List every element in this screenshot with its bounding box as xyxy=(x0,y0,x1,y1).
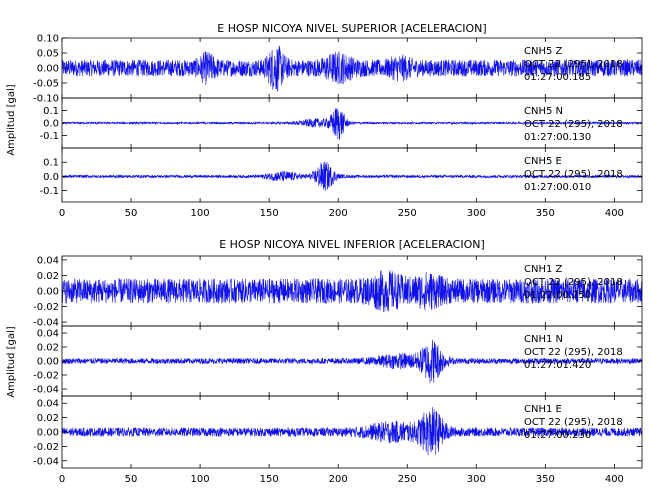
channel-date: OCT 22 (295), 2018 xyxy=(524,119,623,130)
chart-title: E HOSP NICOYA NIVEL SUPERIOR [ACELERACIO… xyxy=(217,22,486,35)
y-tick-label: 0.00 xyxy=(37,64,59,75)
y-tick-label: -0.1 xyxy=(39,131,59,142)
x-tick-label: 350 xyxy=(536,208,555,219)
channel-date: OCT 22 (295), 2018 xyxy=(524,277,623,288)
x-tick-label: 400 xyxy=(605,208,624,219)
y-tick-label: 0.02 xyxy=(37,343,59,354)
x-tick-label: 100 xyxy=(191,474,210,485)
y-tick-label: -0.04 xyxy=(33,456,59,467)
channel-label: CNH5 Z xyxy=(524,46,563,57)
y-tick-label: 0.02 xyxy=(37,271,59,282)
x-tick-label: 200 xyxy=(329,208,348,219)
channel-label: CNH5 E xyxy=(524,156,562,167)
channel-date: OCT 22 (295), 2018 xyxy=(524,417,623,428)
y-tick-label: -0.04 xyxy=(33,385,59,396)
x-tick-label: 350 xyxy=(536,474,555,485)
x-tick-label: 300 xyxy=(467,474,486,485)
x-tick-label: 400 xyxy=(605,474,624,485)
panel-cnh5-z: 0.10 0.05 0.00 -0.05 -0.10 CNH5 Z OCT 22 (295)… xyxy=(33,34,643,105)
channel-label: CNH1 E xyxy=(524,404,562,415)
y-tick-label: 0.10 xyxy=(37,34,59,45)
channel-date: OCT 22 (295), 2018 xyxy=(524,59,623,70)
channel-time: 01:27:00.185 xyxy=(524,72,591,83)
y-axis-label: Amplitud [gal] xyxy=(6,326,17,397)
y-tick-label: 0.00 xyxy=(37,428,59,439)
channel-label: CNH5 N xyxy=(524,106,563,117)
y-tick-label: 0.1 xyxy=(43,158,59,169)
y-tick-label: 0.0 xyxy=(43,172,59,183)
y-tick-label: -0.02 xyxy=(33,371,59,382)
y-tick-label: -0.02 xyxy=(33,302,59,313)
y-tick-label: -0.05 xyxy=(33,79,59,90)
y-tick-label: -0.1 xyxy=(39,186,59,197)
x-tick-label: 150 xyxy=(260,208,279,219)
y-axis-label: Amplitud [gal] xyxy=(6,84,17,155)
channel-time: 01:27:01.420 xyxy=(524,360,591,371)
channel-time: 01:27:00.230 xyxy=(524,430,591,441)
y-tick-label: 0.0 xyxy=(43,119,59,130)
x-tick-label: 0 xyxy=(59,474,65,485)
channel-label: CNH1 N xyxy=(524,334,563,345)
seismic-trace xyxy=(61,45,643,92)
seismic-trace xyxy=(61,339,643,384)
panel-cnh5-e: 0.1 0.0 -0.1 CNH5 E OCT 22 (295), 2018 01:27:… xyxy=(39,147,643,203)
channel-date: OCT 22 (295), 2018 xyxy=(524,347,623,358)
y-tick-label: 0.04 xyxy=(37,255,59,266)
y-tick-label: 0.00 xyxy=(37,287,59,298)
chart-2: E HOSP NICOYA NIVEL INFERIOR [ACELERACIO… xyxy=(6,238,643,485)
panel-cnh5-n: 0.1 0.0-0.1 CNH5 N OCT 22 (295), 2018 01:27:… xyxy=(39,97,643,149)
y-tick-label: 0.04 xyxy=(37,329,59,340)
x-tick-label: 50 xyxy=(125,208,138,219)
seismic-trace xyxy=(61,108,643,141)
x-tick-label: 300 xyxy=(467,208,486,219)
chart-1: E HOSP NICOYA NIVEL SUPERIOR [ACELERACIO… xyxy=(6,22,643,219)
x-tick-label: 250 xyxy=(398,208,417,219)
y-tick-label: 0.1 xyxy=(43,106,59,117)
x-tick-label: 250 xyxy=(398,474,417,485)
channel-time: 01:27:00.250 xyxy=(524,290,591,301)
channel-time: 01:27:00.130 xyxy=(524,132,591,143)
seismic-trace xyxy=(61,270,643,313)
y-tick-label: -0.04 xyxy=(33,318,59,329)
panel-cnh1-e: 0.04 0.02 0.00 -0.02 -0.04 CNH1 E OCT 22 (295)… xyxy=(33,395,643,469)
y-tick-label: -0.02 xyxy=(33,442,59,453)
panel-cnh1-n: 0.04 0.02 0.00 -0.02 -0.04 CNH1 N OCT 22 (295)… xyxy=(33,325,643,397)
channel-label: CNH1 Z xyxy=(524,264,563,275)
y-tick-label: 0.05 xyxy=(37,49,59,60)
x-tick-label: 0 xyxy=(59,208,65,219)
x-tick-label: 50 xyxy=(125,474,138,485)
y-tick-label: 0.04 xyxy=(37,399,59,410)
x-tick-label: 100 xyxy=(191,208,210,219)
y-tick-label: 0.02 xyxy=(37,413,59,424)
channel-date: OCT 22 (295), 2018 xyxy=(524,169,623,180)
panel-cnh1-z: 0.04 0.02 0.00 -0.02 -0.04 CNH1 Z OCT 22 (295)… xyxy=(33,255,643,329)
y-tick-label: -0.10 xyxy=(33,94,59,105)
panel-frame xyxy=(61,147,643,203)
x-tick-label: 150 xyxy=(260,474,279,485)
seismic-trace xyxy=(61,407,643,456)
chart-title: E HOSP NICOYA NIVEL INFERIOR [ACELERACIO… xyxy=(219,238,485,251)
seismic-trace xyxy=(61,161,643,191)
x-tick-label: 200 xyxy=(329,474,348,485)
channel-time: 01:27:00.010 xyxy=(524,182,591,193)
y-tick-label: 0.00 xyxy=(37,357,59,368)
